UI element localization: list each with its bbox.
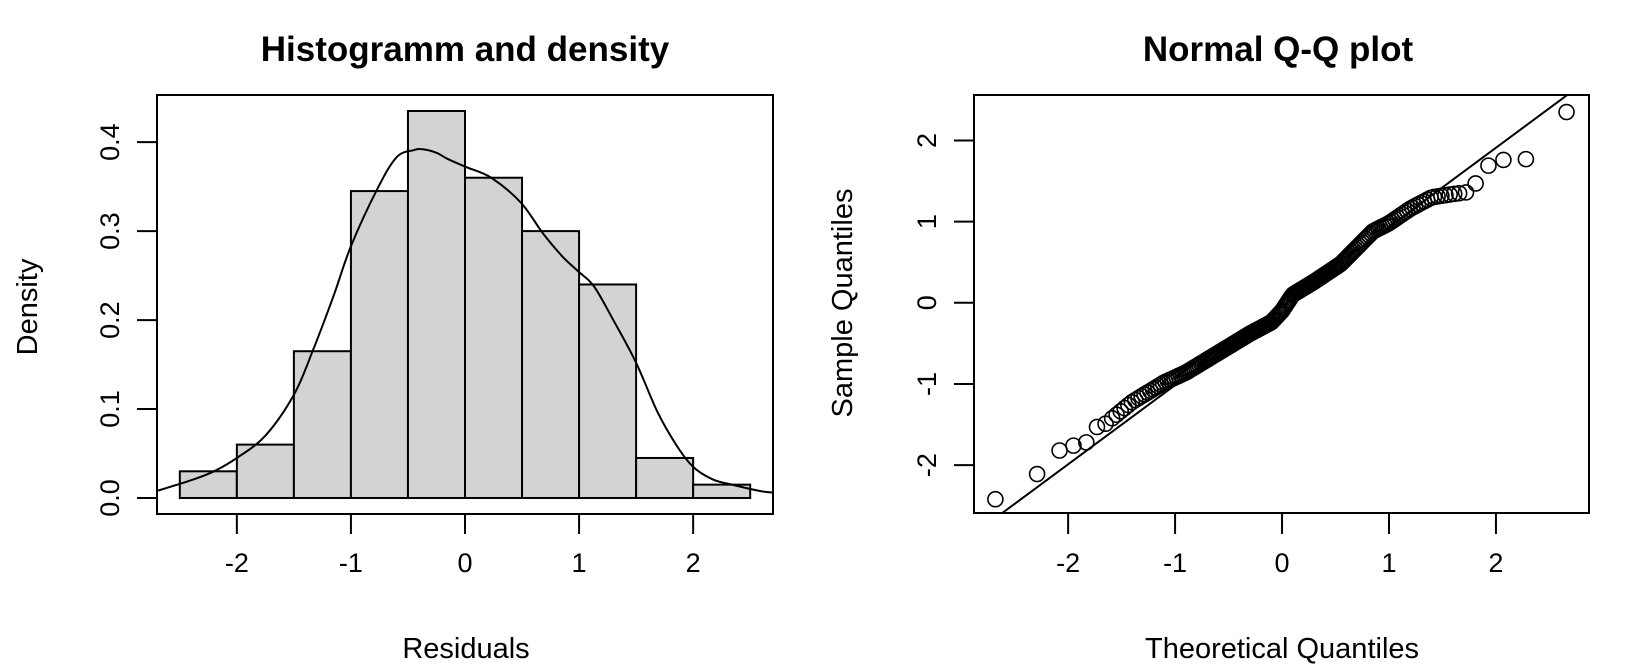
qq-point [1450,184,1468,202]
histogram-panel: Histogramm and density -2 -1 0 1 2 0.0 0.1 0.2… [12,30,774,665]
x-tick-label: -2 [225,548,249,578]
y-tick-label: 1 [912,214,942,229]
histogram-bar [235,443,295,499]
histogram-bar [635,456,695,499]
qq-point [1467,175,1484,192]
histogram-bar [521,230,581,499]
qq-point [1078,434,1095,451]
histogram-y-axis-label: Density [12,258,44,355]
y-tick-label: 0.1 [95,390,125,428]
qq-y-axis-label: Sample Quantiles [827,189,859,418]
histogram-bar [578,283,638,499]
qq-plot-panel: Normal Q-Q plot -2 -1 0 1 2 -2 -1 0 1 2 Theoreti… [827,30,1590,665]
y-tick-label: 2 [912,133,942,148]
x-tick-label: -1 [339,548,363,578]
x-tick-label: 0 [1275,548,1290,578]
qq-point [1028,465,1046,483]
qq-point [1088,418,1106,436]
qq-point [987,490,1004,508]
histogram-bar [692,483,752,499]
histogram-y-axis: 0.0 0.1 0.2 0.3 0.4 [95,123,158,517]
y-tick-label: -2 [912,453,942,477]
qq-points [987,103,1575,508]
x-tick-label: 2 [1488,548,1503,578]
qq-point [1445,185,1463,203]
histogram-title: Histogramm and density [261,30,670,69]
qq-point [1457,184,1475,201]
histogram-bar [292,350,352,499]
qq-point [1480,157,1497,174]
x-tick-label: 2 [686,548,701,578]
density-curve [157,148,773,494]
histogram-x-axis-label: Residuals [402,633,529,665]
histogram-x-axis: -2 -1 0 1 2 [225,513,701,578]
qq-x-axis: -2 -1 0 1 2 [1056,512,1503,578]
qq-point [1495,151,1512,169]
histogram-bar [464,176,524,499]
histogram-bar [406,110,466,499]
y-tick-label: 0 [912,295,942,310]
histogram-bars [178,110,752,499]
qq-point [1517,150,1535,168]
qq-y-axis: -2 -1 0 1 2 [912,133,975,477]
x-tick-label: 1 [572,548,587,578]
y-tick-label: -1 [912,372,942,396]
y-tick-label: 0.4 [95,123,125,161]
y-tick-label: 0.2 [95,301,125,339]
x-tick-label: 1 [1381,548,1396,578]
x-tick-label: -2 [1056,548,1080,578]
qq-x-axis-label: Theoretical Quantiles [1145,633,1419,665]
x-tick-label: 0 [457,548,472,578]
x-tick-label: -1 [1163,548,1187,578]
qq-plot-title: Normal Q-Q plot [1143,30,1414,69]
qq-point [1558,103,1575,121]
histogram-bar [178,470,238,499]
y-tick-label: 0.0 [95,479,125,517]
qq-point [1065,437,1082,454]
y-tick-label: 0.3 [95,212,125,250]
qq-point [1051,442,1068,459]
histogram-bar [349,190,409,499]
